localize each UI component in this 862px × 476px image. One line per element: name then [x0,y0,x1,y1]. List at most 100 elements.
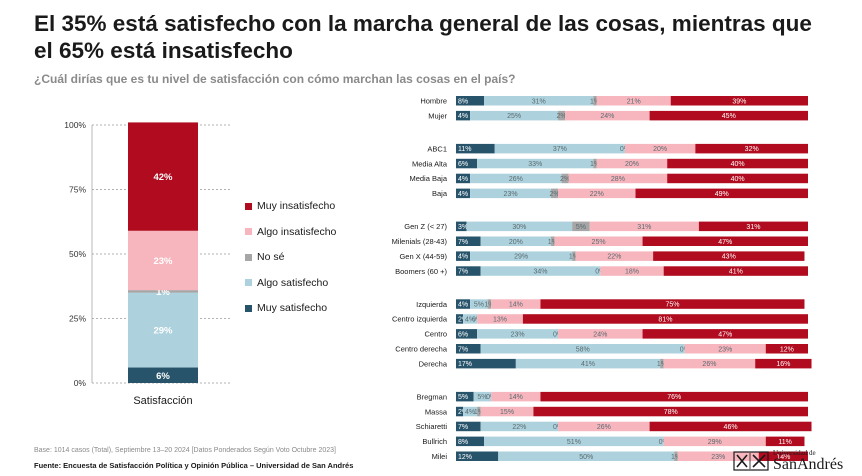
bar-segment-muy_insatisfecho [667,173,808,184]
bar-label: 29% [514,254,528,261]
bar-label: 4% [458,113,468,120]
bar-label: 14% [509,394,523,401]
bar-label: 8% [458,98,468,105]
bar-label: 32% [745,146,759,153]
bar-label: 7% [458,239,468,246]
bar-segment-algo_satisfecho [515,358,661,369]
bar-label: 20% [653,146,667,153]
bar-label: 78% [664,409,678,416]
bar-label: 1% [671,454,681,461]
bar-label: 6% [458,331,468,338]
bar-segment-muy_insatisfecho [670,96,808,106]
bar-label: 1% [474,409,484,416]
bar-label: 4% [465,409,475,416]
legend-label: Algo insatisfecho [257,225,337,238]
bar-segment-no_se [487,299,492,309]
bar-segment-muy_insatisfecho [522,314,808,324]
bar-label: 29% [153,326,173,337]
bar-segment-muy_insatisfecho [128,122,198,231]
bar-label: 0% [472,317,482,324]
bar-label: 50% [579,454,593,461]
bar-label: 0% [680,346,690,353]
bar-label: 28% [611,176,625,183]
bar-segment-algo_satisfecho [484,436,664,447]
bar-label: 25% [507,113,521,120]
bar-label: 14% [509,302,523,309]
bar-segment-algo_insatisfecho [575,251,654,261]
row-label: Baja [432,189,448,198]
y-tick-label: 25% [69,314,86,324]
bar-segment-muy_satisfecho [456,158,478,169]
bar-segment-no_se [551,188,559,199]
bar-label: 1% [156,287,170,298]
bar-segment-algo_insatisfecho [663,358,756,369]
bar-segment-muy_satisfecho [456,173,471,184]
bar-label: 11% [778,439,792,446]
y-tick-label: 75% [69,185,86,195]
bar-segment-algo_insatisfecho [624,143,696,154]
bar-segment-muy_satisfecho [456,188,471,199]
bar-segment-muy_satisfecho [456,344,481,354]
bar-label: 22% [590,191,604,198]
bar-label: 1% [484,302,494,309]
bar-label: 23% [711,454,725,461]
bar-segment-muy_insatisfecho [642,329,808,339]
bar-segment-algo_satisfecho [480,236,552,246]
row-label: Boomers (60 +) [395,267,447,276]
bar-label: 11% [458,146,472,153]
logo-text-big: SanAndrés [773,456,844,473]
bar-label: 40% [731,176,745,183]
bar-label: 45% [722,113,736,120]
bar-label: 7% [458,424,468,431]
bar-label: 0% [595,269,605,276]
bar-segment-muy_satisfecho [456,221,467,232]
bar-segment-no_se [572,251,576,261]
bar-segment-no_se [551,236,555,246]
row-label: Bullrich [422,437,447,446]
bar-label: 7% [458,346,468,353]
row-label: Media Alta [412,159,448,168]
bar-label: 81% [658,317,672,324]
bar-segment-algo_insatisfecho [558,421,650,432]
bar-label: 24% [593,331,607,338]
bar-label: 47% [718,331,732,338]
bar-segment-algo_satisfecho [128,292,198,368]
bar-segment-algo_insatisfecho [596,96,671,106]
legend-swatch [245,304,252,312]
bar-segment-algo_satisfecho [463,314,478,324]
bar-label: 4% [465,317,475,324]
row-label: Massa [425,407,448,416]
legend-label: Muy satisfecho [257,302,328,314]
bar-label: 5% [474,302,484,309]
bar-segment-muy_insatisfecho [540,391,808,402]
bar-segment-muy_insatisfecho [642,236,808,246]
bar-segment-algo_satisfecho [480,421,559,432]
bar-label: 17% [458,361,472,368]
bar-segment-muy_insatisfecho [540,299,805,309]
bar-segment-muy_insatisfecho [649,110,808,121]
bar-label: 20% [509,239,523,246]
bar-segment-algo_insatisfecho [554,236,643,246]
bar-segment-muy_satisfecho [456,391,474,402]
bar-label: 0% [553,424,563,431]
row-label: Centro derecha [395,345,448,354]
bar-label: 23% [504,191,518,198]
row-label: Hombre [420,97,447,106]
legend-label: No sé [257,251,285,263]
overall-satisfaction-chart: 0% 25% 50% 75% 100% 6% 29% 1% 23% 42% Satisfacción [64,120,230,407]
bar-label: 41% [729,269,743,276]
row-label: Schiaretti [416,422,448,431]
legend-item-muy_satisfecho: Muy satisfecho [245,302,336,314]
bar-segment-algo_insatisfecho [684,344,766,354]
legend-item-algo_satisfecho: Algo satisfecho [245,277,336,289]
bar-label: 25% [592,239,606,246]
bar-label: 23% [718,346,732,353]
university-logo: Universidad de SanAndrés [733,449,858,473]
bar-label: 3% [458,224,468,231]
bar-label: 23% [153,256,173,267]
bar-label: 31% [532,98,546,105]
bar-label: 34% [533,269,547,276]
bar-label: 2% [560,176,570,183]
bar-label: 7% [458,269,468,276]
bar-label: 0% [553,331,563,338]
